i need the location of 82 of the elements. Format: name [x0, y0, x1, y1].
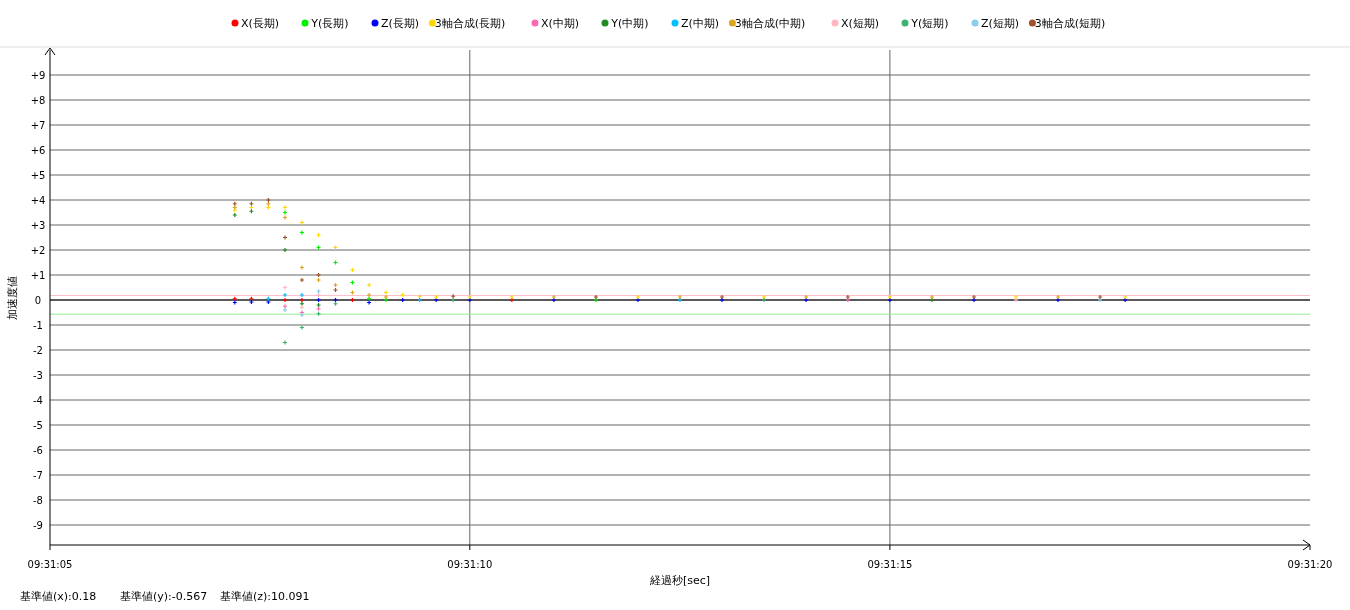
point: [315, 277, 322, 283]
x-axis-title: 経過秒[sec]: [648, 574, 711, 587]
x-tick-label: 09:31:20: [1287, 559, 1333, 570]
point: [366, 282, 372, 288]
point: [383, 289, 389, 296]
y-tick-label: +3: [30, 219, 46, 231]
y-tick-label: +7: [30, 119, 46, 131]
y-tick-label: -3: [33, 369, 43, 381]
legend-label: Y(短期): [910, 17, 949, 30]
y-tick-label: +4: [30, 194, 46, 206]
y-tick-label: +2: [30, 244, 46, 256]
point: [282, 247, 288, 253]
point: [282, 292, 288, 298]
point: [332, 287, 339, 293]
point: [315, 292, 322, 298]
y-tick-label: 0: [34, 294, 42, 306]
point: [299, 277, 305, 283]
x-tick-label: 09:31:05: [27, 559, 73, 570]
y-tick-label: -5: [33, 419, 43, 431]
y-tick-label: -9: [33, 519, 43, 531]
y-tick-label: +1: [30, 269, 46, 281]
y-tick-label: +6: [30, 144, 46, 156]
point: [282, 234, 288, 241]
y-tick-label: -6: [33, 444, 43, 456]
y-tick-label: -4: [33, 394, 43, 406]
legend-label: Z(中期): [680, 17, 720, 30]
legend-label: Z(長期): [380, 17, 420, 30]
point: [416, 297, 423, 303]
point: [282, 339, 288, 346]
text: 基準値(y):-0.567: [120, 590, 208, 603]
legend-label: Z(短期): [980, 17, 1020, 30]
y-tick-label: +8: [30, 94, 46, 106]
point: [299, 292, 305, 298]
point: [400, 297, 406, 303]
y-tick-label: -2: [33, 344, 43, 356]
point: [299, 297, 305, 303]
point: [299, 301, 305, 307]
legend-label: X(中期): [540, 17, 580, 30]
point: [282, 297, 288, 303]
point: [299, 264, 305, 271]
point: [299, 304, 305, 311]
point: [299, 219, 305, 226]
point: [299, 324, 305, 331]
y-tick-label: +9: [30, 69, 46, 81]
point: [282, 209, 288, 216]
point: [315, 232, 322, 238]
y-tick-label: -1: [33, 319, 43, 331]
x-tick-label: 09:31:15: [867, 559, 913, 570]
point: [282, 214, 288, 221]
point: [282, 204, 288, 211]
y-tick-label: -8: [33, 494, 43, 506]
point: [315, 302, 322, 308]
y-tick-label: +5: [30, 169, 46, 181]
x-tick-label: 09:31:10: [447, 559, 493, 570]
legend-label: X(短期): [840, 17, 880, 30]
point: [282, 307, 288, 313]
legend-label: 3軸合成(短期): [1034, 17, 1106, 30]
point: [315, 272, 322, 278]
legend-label: 3軸合成(長期): [434, 17, 506, 30]
point: [366, 296, 372, 302]
point: [282, 303, 288, 309]
y-tick-label: -7: [33, 469, 43, 481]
text: 基準値(z):10.091: [220, 590, 310, 603]
point: [299, 229, 305, 236]
point: [400, 292, 406, 298]
point: [315, 297, 322, 303]
legend-label: X(長期): [240, 17, 280, 30]
legend-label: Y(長期): [310, 17, 349, 30]
point: [332, 282, 339, 288]
point: [332, 297, 339, 303]
point: [282, 284, 288, 291]
point: [349, 267, 356, 273]
text: 基準値(x):0.18: [20, 590, 97, 603]
legend-label: 3軸合成(中期): [734, 17, 806, 30]
legend-label: Y(中期): [610, 17, 649, 30]
point: [366, 292, 372, 298]
point: [265, 197, 271, 203]
point: [349, 297, 356, 303]
y-axis-title: 加速度値: [6, 275, 19, 320]
point: [232, 212, 238, 218]
point: [366, 299, 372, 306]
point: [450, 297, 456, 303]
